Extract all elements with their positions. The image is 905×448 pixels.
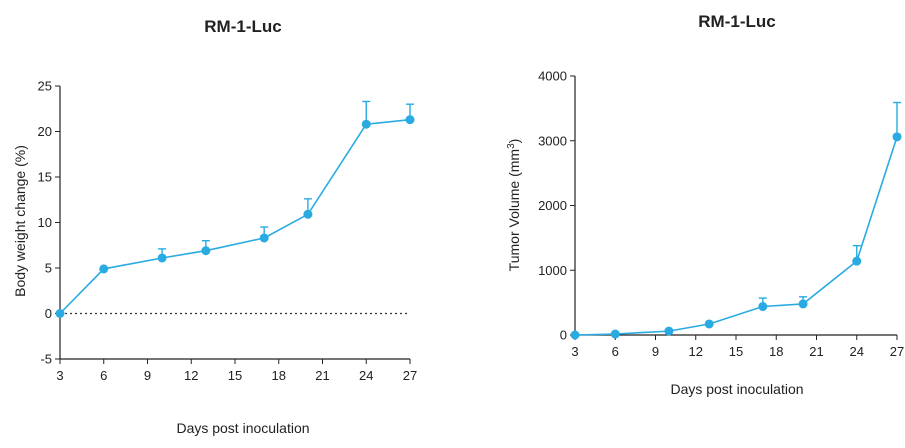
chart-title: RM-1-Luc [204, 17, 281, 36]
y-tick-label: 2000 [538, 198, 567, 213]
x-tick-label: 15 [729, 344, 743, 359]
x-tick-label: 24 [359, 368, 373, 383]
y-tick-label: 25 [38, 79, 52, 94]
x-axis-label: Days post inoculation [176, 420, 309, 436]
x-tick-label: 6 [612, 344, 619, 359]
x-tick-label: 18 [769, 344, 783, 359]
axes [574, 76, 897, 336]
data-point [852, 256, 862, 266]
series-line [59, 118, 411, 315]
x-tick-label: 27 [890, 344, 904, 359]
data-point [892, 132, 902, 142]
data-point [798, 299, 808, 309]
y-tick-label: 20 [38, 124, 52, 139]
chart-title: RM-1-Luc [698, 12, 775, 31]
x-tick-label: 3 [56, 368, 63, 383]
x-tick-label: 12 [184, 368, 198, 383]
data-point [570, 330, 580, 340]
data-point [55, 309, 65, 318]
y-axis-label-main: Tumor Volume (mm [506, 149, 522, 271]
data-point [361, 119, 371, 129]
x-tick-label: 21 [315, 368, 329, 383]
data-point [664, 326, 674, 336]
series-marks [570, 101, 902, 340]
x-tick-label: 9 [144, 368, 151, 383]
y-axis-label-end: ) [506, 139, 522, 144]
x-tick-label: 21 [809, 344, 823, 359]
series-line [574, 136, 898, 336]
x-tick-label: 9 [652, 344, 659, 359]
y-tick-label: -5 [40, 352, 52, 367]
data-point [704, 319, 714, 329]
x-tick-label: 12 [689, 344, 703, 359]
y-tick-label: 0 [45, 306, 52, 321]
data-point [157, 253, 167, 263]
x-tick-label: 6 [100, 368, 107, 383]
data-point [259, 233, 269, 243]
ticks: 3 6 9 12 15 18 21 24 27 0 1000 2000 3000 4000 [538, 69, 904, 360]
y-axis-label: Tumor Volume (mm3) [506, 139, 522, 272]
data-point [99, 264, 109, 274]
data-point [303, 209, 313, 219]
y-tick-label: 3000 [538, 133, 567, 148]
data-point [201, 246, 211, 256]
y-axis-label: Body weight change (%) [12, 145, 28, 297]
data-point [610, 329, 620, 339]
y-tick-label: 15 [38, 170, 52, 185]
y-tick-label: 0 [560, 328, 567, 343]
y-tick-label: 10 [38, 215, 52, 230]
axes [59, 86, 410, 360]
x-tick-label: 24 [850, 344, 864, 359]
y-axis-label-superscript: 3 [506, 143, 517, 149]
ticks: 3 6 9 12 15 18 21 24 27 -5 0 5 10 15 20 25 [38, 79, 418, 384]
data-point [405, 115, 415, 125]
series-marks [55, 100, 415, 318]
x-tick-label: 18 [272, 368, 286, 383]
x-axis-label: Days post inoculation [670, 381, 803, 397]
data-point [758, 302, 768, 312]
x-tick-label: 27 [403, 368, 417, 383]
body-weight-chart: RM-1-Luc Days post inoculation Body weig… [12, 17, 417, 436]
y-tick-label: 5 [45, 261, 52, 276]
y-tick-label: 1000 [538, 263, 567, 278]
y-tick-label: 4000 [538, 69, 567, 84]
x-tick-label: 15 [228, 368, 242, 383]
x-tick-label: 3 [571, 344, 578, 359]
tumor-volume-chart: RM-1-Luc Days post inoculation Tumor Vol… [506, 12, 904, 397]
